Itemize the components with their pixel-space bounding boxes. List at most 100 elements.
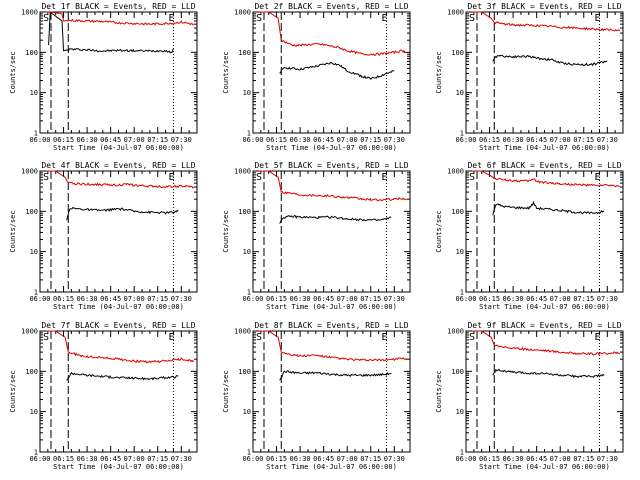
y-tick-label: 1 [460,449,464,457]
detector-plot-4: Det 4f BLACK = Events, RED = LLD 1 10 100 10… [9,161,198,311]
y-tick-label: 1 [247,130,251,138]
x-tick-label: 06:15 [479,136,500,144]
x-tick-label: 06:00 [242,455,263,463]
x-axis-label: Start Time (04-Jul-07 06:00:00) [53,303,184,311]
x-tick-label: 06:45 [100,295,121,303]
start-marker-label: S [256,172,262,183]
y-axis-label: Counts/sec [222,210,230,252]
lld-series-line [259,11,408,56]
y-tick-label: 10 [30,89,38,97]
y-tick-label: 1 [34,130,38,138]
x-tick-label: 07:00 [337,136,358,144]
events-series-line [279,215,392,224]
y-axis-label: Counts/sec [435,51,443,93]
x-tick-label: 06:00 [242,295,263,303]
x-tick-label: 07:00 [550,455,571,463]
y-tick-label: 1000 [447,328,464,336]
start-marker-label: S [469,332,475,343]
y-axis-label: Counts/sec [435,210,443,252]
lld-series-line [46,330,195,364]
y-tick-label: 1 [460,289,464,297]
x-tick-label: 07:30 [597,455,618,463]
x-tick-label: 07:30 [171,295,192,303]
x-tick-label: 07:00 [124,455,145,463]
detector-plot-6: Det 6f BLACK = Events, RED = LLD 1 10 100 10… [435,161,624,311]
y-tick-label: 1000 [447,168,464,176]
lld-series-line [472,330,621,356]
lld-series-line [46,11,194,26]
x-axis-label: Start Time (04-Jul-07 06:00:00) [53,144,184,152]
end-marker-label: E [381,172,387,183]
start-marker-label: S [256,332,262,343]
x-tick-label: 06:00 [455,455,476,463]
plot-title: Det 5f BLACK = Events, RED = LLD [254,161,408,170]
y-tick-label: 10 [243,248,251,256]
x-tick-label: 07:00 [124,136,145,144]
x-tick-label: 06:45 [313,136,334,144]
x-tick-label: 06:30 [503,295,524,303]
y-axis-label: Counts/sec [9,51,17,93]
x-axis-label: Start Time (04-Jul-07 06:00:00) [266,463,397,471]
x-tick-label: 06:30 [290,295,311,303]
plot-title: Det 1f BLACK = Events, RED = LLD [41,2,195,11]
plot-title: Det 3f BLACK = Events, RED = LLD [467,2,621,11]
x-tick-label: 07:30 [384,455,405,463]
y-tick-label: 100 [25,368,38,376]
events-series-line [279,61,395,81]
end-marker-label: E [381,13,387,24]
x-tick-label: 07:15 [360,455,381,463]
y-tick-label: 100 [238,49,251,57]
y-axis-label: Counts/sec [435,370,443,412]
lld-series-line [259,170,408,202]
x-tick-label: 07:30 [597,295,618,303]
detector-plot-1: Det 1f BLACK = Events, RED = LLD 1 10 100 10… [9,2,198,152]
x-axis-label: Start Time (04-Jul-07 06:00:00) [479,303,610,311]
detector-plot-7: Det 7f BLACK = Events, RED = LLD 1 10 100 10… [9,321,198,471]
detector-plot-5: Det 5f BLACK = Events, RED = LLD 1 10 100 10… [222,161,411,311]
x-tick-label: 06:45 [526,295,547,303]
x-tick-label: 06:15 [53,455,74,463]
y-tick-label: 1 [247,449,251,457]
x-tick-label: 06:15 [266,295,287,303]
x-tick-label: 06:45 [526,455,547,463]
x-tick-label: 06:45 [100,136,121,144]
y-axis-label: Counts/sec [9,210,17,252]
x-tick-label: 06:15 [53,295,74,303]
events-series-line [66,371,179,381]
plot-title: Det 2f BLACK = Events, RED = LLD [254,2,408,11]
events-series-line [492,54,608,67]
x-tick-label: 06:00 [29,455,50,463]
lld-series-line [46,170,195,189]
start-marker-label: S [43,332,49,343]
plot-title: Det 9f BLACK = Events, RED = LLD [467,321,621,330]
y-tick-label: 10 [456,89,464,97]
x-tick-label: 07:15 [360,136,381,144]
x-tick-label: 07:00 [337,455,358,463]
y-tick-label: 10 [243,89,251,97]
x-tick-label: 07:30 [384,295,405,303]
x-tick-label: 06:15 [266,136,287,144]
events-series-line [492,368,605,379]
y-axis-label: Counts/sec [222,370,230,412]
y-tick-label: 1000 [234,328,251,336]
x-axis-label: Start Time (04-Jul-07 06:00:00) [53,463,184,471]
detector-plot-2: Det 2f BLACK = Events, RED = LLD 1 10 100 10… [222,2,411,152]
x-tick-label: 06:45 [526,136,547,144]
x-tick-label: 07:15 [573,295,594,303]
start-marker-label: S [43,172,49,183]
y-tick-label: 1000 [21,168,38,176]
x-tick-label: 06:30 [77,136,98,144]
y-tick-label: 1 [247,289,251,297]
x-tick-label: 06:00 [242,136,263,144]
x-tick-label: 06:30 [503,455,524,463]
y-tick-label: 10 [456,408,464,416]
x-tick-label: 07:15 [147,455,168,463]
detector-plot-3: Det 3f BLACK = Events, RED = LLD 1 10 100 10… [435,2,624,152]
x-tick-label: 07:15 [360,295,381,303]
x-tick-label: 07:00 [550,295,571,303]
end-marker-label: E [168,332,174,343]
x-tick-label: 07:30 [384,136,405,144]
x-tick-label: 06:15 [53,136,74,144]
x-tick-label: 07:15 [147,136,168,144]
x-tick-label: 07:15 [573,455,594,463]
